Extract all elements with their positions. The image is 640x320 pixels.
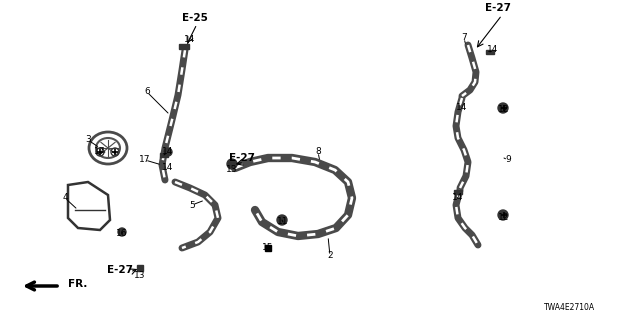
Text: 13: 13: [227, 165, 237, 174]
Circle shape: [498, 103, 508, 113]
Bar: [179, 44, 189, 49]
Text: E-27: E-27: [485, 3, 511, 13]
Text: 17: 17: [94, 148, 106, 156]
Bar: [486, 50, 494, 54]
Text: 2: 2: [327, 252, 333, 260]
Text: 14: 14: [456, 103, 468, 113]
Text: 16: 16: [116, 229, 128, 238]
Text: 17: 17: [140, 156, 151, 164]
Text: 4: 4: [62, 194, 68, 203]
Text: FR.: FR.: [68, 279, 88, 289]
Text: 15: 15: [262, 244, 274, 252]
Text: 14: 14: [163, 164, 173, 172]
Text: 12: 12: [499, 213, 509, 222]
Bar: [160, 153, 168, 157]
Text: TWA4E2710A: TWA4E2710A: [544, 303, 595, 312]
Circle shape: [164, 148, 172, 156]
Circle shape: [227, 159, 237, 169]
Bar: [454, 190, 462, 194]
Text: 5: 5: [189, 201, 195, 210]
Circle shape: [118, 228, 126, 236]
Circle shape: [277, 215, 287, 225]
Text: E-27: E-27: [107, 265, 133, 275]
Text: 14: 14: [487, 45, 499, 54]
Text: 13: 13: [134, 270, 146, 279]
Text: 3: 3: [85, 135, 91, 145]
Text: 9: 9: [505, 156, 511, 164]
Text: E-25: E-25: [182, 13, 208, 23]
Text: 11: 11: [277, 218, 289, 227]
Text: 12: 12: [499, 106, 509, 115]
Text: E-27: E-27: [229, 153, 255, 163]
Circle shape: [498, 210, 508, 220]
Text: 14: 14: [163, 148, 173, 156]
Text: 6: 6: [144, 87, 150, 97]
Text: 14: 14: [184, 36, 196, 44]
Text: 14: 14: [452, 194, 464, 203]
Text: 7: 7: [461, 34, 467, 43]
Text: 8: 8: [315, 148, 321, 156]
